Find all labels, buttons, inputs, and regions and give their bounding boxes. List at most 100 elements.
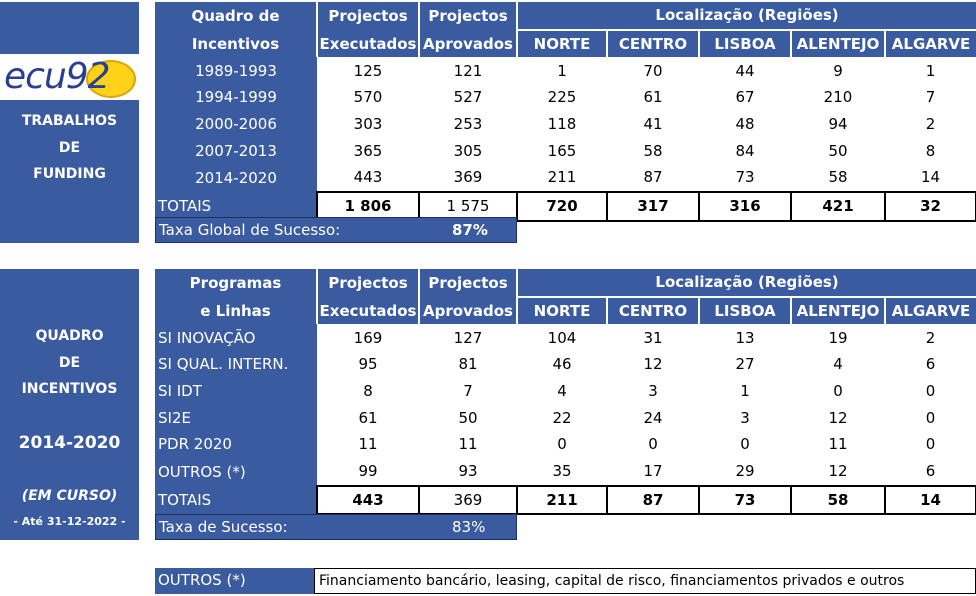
footnote-label-text: OUTROS (*) (158, 571, 246, 589)
totals-cell: 32 (883, 190, 976, 222)
table-cell: 4 (791, 351, 885, 378)
table-cell: 29 (699, 457, 791, 486)
table-cell: 50 (791, 137, 885, 165)
success-rate-bar: Taxa Global de Sucesso: 87% (155, 217, 517, 243)
header-col2: Projectos (317, 269, 420, 297)
table-funding-history: Quadro de Projectos Projectos Localizaçã… (155, 2, 976, 222)
table-cell: 9 (791, 57, 885, 85)
row-label: SI IDT (155, 377, 317, 405)
header-region-group: Localização (Regiões) (517, 269, 976, 298)
table-cell: 13 (699, 324, 791, 352)
table-cell: 11 (317, 431, 419, 458)
side-label-line: DE (58, 355, 81, 371)
table-cell: 12 (607, 351, 699, 378)
footnote-label: OUTROS (*) (155, 568, 314, 594)
totals-label: TOTAIS (155, 191, 317, 221)
row-label: 2007-2013 (155, 137, 317, 165)
table-cell: 94 (791, 110, 885, 138)
table-cell: 443 (317, 164, 419, 192)
header-col1: e Linhas (155, 296, 318, 325)
header-region: ALENTEJO (791, 29, 886, 58)
header-region: LISBOA (699, 29, 792, 58)
table-cell: 99 (317, 457, 419, 486)
table-cell: 570 (317, 84, 419, 111)
table-cell: 0 (699, 431, 791, 458)
header-region: ALGARVE (885, 296, 976, 325)
table-cell: 14 (885, 164, 976, 192)
table-cell: 6 (885, 351, 976, 378)
totals-cell: 421 (790, 190, 886, 222)
totals-cell: 720 (516, 190, 608, 222)
header-region: NORTE (517, 29, 608, 58)
header-region: ALENTEJO (791, 296, 886, 325)
table-row: SI IDT 8 7 4 3 1 0 0 (155, 377, 976, 405)
header-col3: Aprovados (419, 29, 518, 58)
sidebar-section1: TRABALHOS DE FUNDING (0, 100, 139, 243)
table-cell: 0 (885, 377, 976, 405)
row-label: PDR 2020 (155, 431, 317, 458)
success-rate-label: Taxa de Sucesso: (159, 518, 288, 536)
footnote-text: Financiamento bancário, leasing, capital… (319, 573, 905, 589)
side-label-line: 2014-2020 (18, 433, 121, 453)
header-col2: Executados (317, 29, 420, 58)
table-row: 2007-2013 365 305 165 58 84 50 8 (155, 137, 976, 165)
totals-cell: 73 (698, 484, 792, 516)
table-programs: Programas Projectos Projectos Localizaçã… (155, 269, 976, 516)
table-cell: 73 (699, 164, 791, 192)
header-col2: Projectos (317, 2, 420, 30)
table-cell: 169 (317, 324, 419, 352)
table-cell: 11 (791, 431, 885, 458)
totals-row: TOTAIS 1 806 1 575 720 317 316 421 32 (155, 190, 976, 222)
table-cell: 41 (607, 110, 699, 138)
side-label-line: INCENTIVOS (21, 381, 118, 397)
row-label: 1989-1993 (155, 57, 317, 85)
table-cell: 369 (419, 164, 517, 192)
table-cell: 1 (699, 377, 791, 405)
row-label: SI QUAL. INTERN. (155, 351, 317, 378)
table-row: SI2E 61 50 22 24 3 12 0 (155, 404, 976, 432)
row-label: 1994-1999 (155, 84, 317, 111)
table-cell: 0 (791, 377, 885, 405)
table-cell: 11 (419, 431, 517, 458)
table-cell: 253 (419, 110, 517, 138)
table-cell: 31 (607, 324, 699, 352)
table-cell: 125 (317, 57, 419, 85)
table-cell: 27 (699, 351, 791, 378)
success-rate-value: 87% (452, 221, 488, 239)
table-row: OUTROS (*) 99 93 35 17 29 12 6 (155, 457, 976, 486)
table-cell: 87 (607, 164, 699, 192)
table-cell: 118 (517, 110, 607, 138)
header-col3: Projectos (419, 2, 518, 30)
table-row: 1989-1993 125 121 1 70 44 9 1 (155, 57, 976, 85)
header-col1: Programas (155, 269, 318, 297)
table-cell: 93 (419, 457, 517, 486)
table-cell: 22 (517, 404, 607, 432)
totals-cell: 87 (606, 484, 700, 516)
side-label-line: DE (58, 140, 81, 156)
success-rate-bar: Taxa de Sucesso: 83% (155, 514, 517, 540)
header-col3: Projectos (419, 269, 518, 297)
table-cell: 365 (317, 137, 419, 165)
sidebar-top-panel (0, 2, 139, 54)
header-region: LISBOA (699, 296, 792, 325)
table-cell: 48 (699, 110, 791, 138)
totals-row: TOTAIS 443 369 211 87 73 58 14 (155, 484, 976, 516)
side-label-line: (EM CURSO) (21, 488, 118, 504)
table-cell: 2 (885, 324, 976, 352)
table-cell: 211 (517, 164, 607, 192)
table-row: SI INOVAÇÃO 169 127 104 31 13 19 2 (155, 324, 976, 352)
table-cell: 210 (791, 84, 885, 111)
header-col2: Executados (317, 296, 420, 325)
table-cell: 303 (317, 110, 419, 138)
row-label: OUTROS (*) (155, 457, 317, 486)
totals-label: TOTAIS (155, 485, 317, 515)
totals-cell: 369 (418, 484, 518, 516)
table-cell: 12 (791, 404, 885, 432)
table-cell: 84 (699, 137, 791, 165)
table-cell: 7 (419, 377, 517, 405)
table-cell: 81 (419, 351, 517, 378)
table-row: 1994-1999 570 527 225 61 67 210 7 (155, 84, 976, 111)
table-cell: 7 (885, 84, 976, 111)
side-label-line: QUADRO (35, 328, 104, 344)
header-region: ALGARVE (885, 29, 976, 58)
